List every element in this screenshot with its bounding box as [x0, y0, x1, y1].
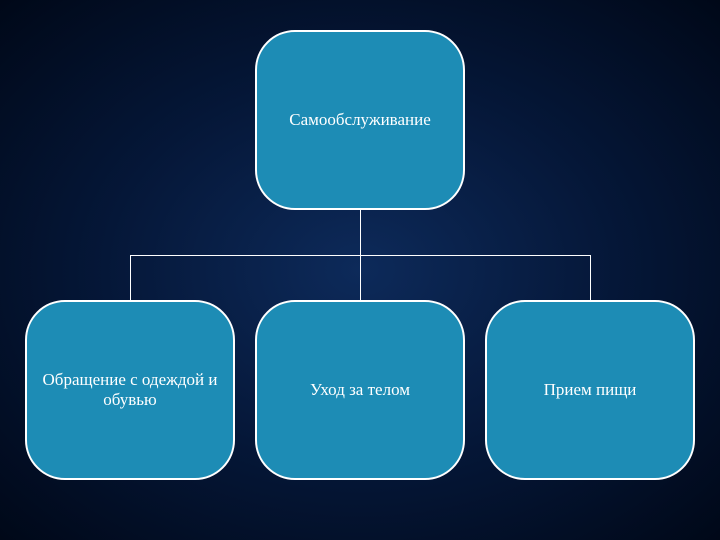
tree-child-label-3: Прием пищи	[544, 380, 637, 400]
tree-root-node: Самообслуживание	[255, 30, 465, 210]
tree-child-node-3: Прием пищи	[485, 300, 695, 480]
connector-trunk	[360, 210, 361, 255]
connector-drop-3	[590, 255, 591, 300]
tree-root-label: Самообслуживание	[289, 110, 431, 130]
connector-drop-2	[360, 255, 361, 300]
connector-drop-1	[130, 255, 131, 300]
tree-child-label-1: Обращение с одеждой и обувью	[39, 370, 221, 410]
tree-child-node-1: Обращение с одеждой и обувью	[25, 300, 235, 480]
tree-child-node-2: Уход за телом	[255, 300, 465, 480]
tree-child-label-2: Уход за телом	[310, 380, 410, 400]
